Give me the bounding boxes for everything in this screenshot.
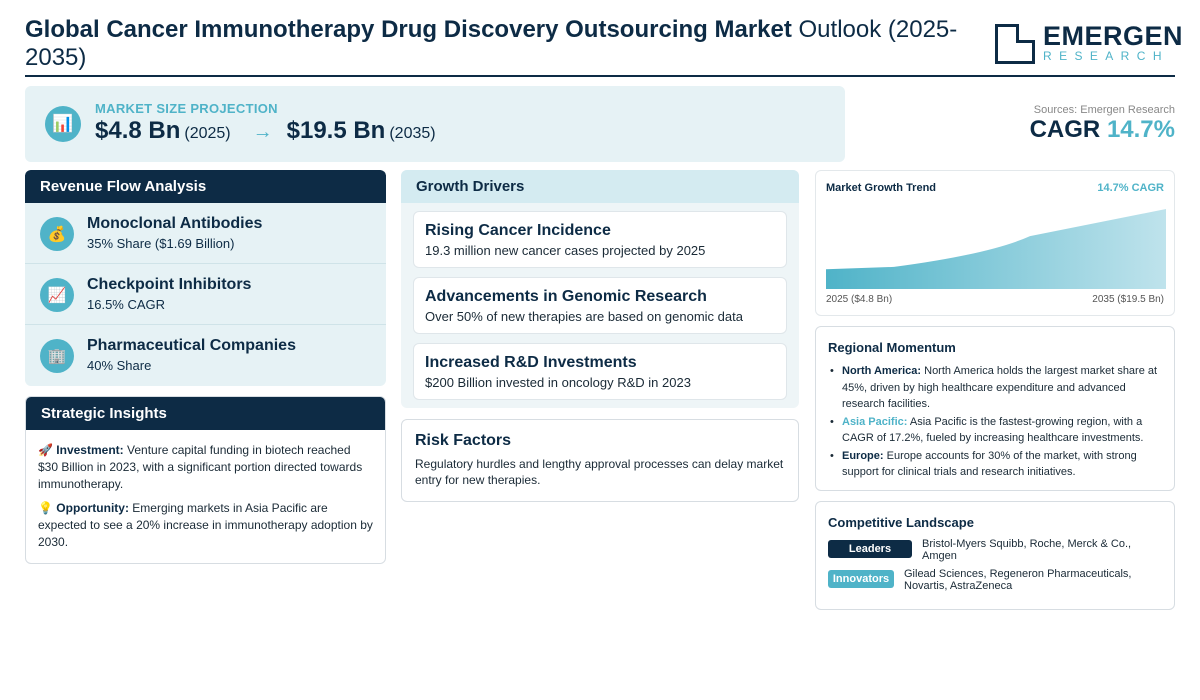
revenue-item: 📈 Checkpoint Inhibitors 16.5% CAGR [25,264,386,325]
logo-mark-icon [995,24,1035,64]
region-label: Asia Pacific: [842,415,908,428]
growth-drivers-panel: Growth Drivers Rising Cancer Incidence 1… [401,170,799,408]
growth-area-chart [826,209,1166,289]
regional-momentum-heading: Regional Momentum [828,340,956,355]
leaders-text: Bristol-Myers Squibb, Roche, Merck & Co.… [922,538,1132,562]
region-label: Europe: [842,449,884,462]
sources-note: Sources: Emergen Research [1033,104,1175,116]
bar-chart-icon: 📊 [45,106,81,142]
insight-text: Emerging markets in Asia Pacific are exp… [38,501,373,549]
market-size-banner: 📊 MARKET SIZE PROJECTION $4.8 Bn (2025) → $… [25,86,845,162]
region-label: North America: [842,365,922,377]
risk-factors-body: Regulatory hurdles and lengthy approval … [415,457,784,487]
strategic-insights-heading: Strategic Insights [26,397,385,430]
page-title-rest: Outlook (2025-2035) [25,16,958,71]
innovators-badge: Innovators [828,570,894,588]
cagr-value: 14.7% [1106,116,1175,143]
revenue-item-title: Monoclonal Antibodies [87,215,263,232]
region-text: Europe accounts for 30% of the market, w… [842,449,1137,479]
emergen-logo: EMERGEN RESEARCH [995,22,1183,64]
driver-card: Advancements in Genomic Research Over 50… [413,277,787,334]
region-text: Asia Pacific is the fastest-growing regi… [842,415,1144,445]
risk-factors-panel: Risk Factors Regulatory hurdles and leng… [401,419,799,502]
revenue-item: 🏢 Pharmaceutical Companies 40% Share [25,325,386,386]
revenue-item-title: Checkpoint Inhibitors [87,276,252,293]
revenue-item-title: Pharmaceutical Companies [87,337,296,354]
market-size-values: $4.8 Bn (2025) → $19.5 Bn (2035) [95,117,436,145]
cagr-label: CAGR [1029,116,1101,143]
driver-title: Advancements in Genomic Research [425,288,707,305]
revenue-flow-panel: Revenue Flow Analysis 💰 Monoclonal Antib… [25,170,386,386]
money-bag-icon: 💰 [40,217,74,251]
revenue-item: 💰 Monoclonal Antibodies 35% Share ($1.69… [25,203,386,264]
driver-card: Increased R&D Investments $200 Billion i… [413,343,787,400]
growth-drivers-heading: Growth Drivers [401,170,799,203]
page-header: Global Cancer Immunotherapy Drug Discove… [25,14,1183,77]
driver-sub: $200 Billion invested in oncology R&D in… [425,375,691,390]
light-bulb-icon: 💡 [38,501,53,515]
competitive-landscape-heading: Competitive Landscape [828,515,974,530]
driver-title: Rising Cancer Incidence [425,222,611,239]
arrow-right-icon: → [252,121,273,143]
insight-item: 🚀 Investment: Venture capital funding in… [26,442,385,493]
insight-label: Opportunity: [56,501,129,515]
start-year: (2025) [184,125,231,142]
growth-area [826,209,1166,289]
page-title-bold: Global Cancer Immunotherapy Drug Discove… [25,16,792,43]
revenue-item-sub: 16.5% CAGR [87,297,166,312]
trend-title: Market Growth Trend [826,182,937,194]
revenue-flow-heading: Revenue Flow Analysis [25,170,386,203]
region-item: Europe: Europe accounts for 30% of the m… [828,448,1164,481]
logo-subtitle: RESEARCH [1043,49,1169,63]
strategic-insights-panel: Strategic Insights 🚀 Investment: Venture… [25,396,386,564]
market-growth-trend-panel: Market Growth Trend 14.7% CAGR 2025 ($4.… [815,170,1175,316]
risk-factors-title: Risk Factors [415,432,512,449]
revenue-item-sub: 40% Share [87,358,152,373]
trend-start-label: 2025 ($4.8 Bn) [826,294,893,305]
start-value: $4.8 Bn [95,117,181,144]
cagr-headline: CAGR 14.7% [1030,116,1175,144]
rocket-icon: 🚀 [38,443,53,457]
regional-momentum-panel: Regional Momentum North America: North A… [815,326,1175,491]
region-item: Asia Pacific: Asia Pacific is the fastes… [828,414,1164,447]
driver-sub: 19.3 million new cancer cases projected … [425,243,706,258]
innovators-text: Gilead Sciences, Regeneron Pharmaceutica… [904,568,1132,592]
competitive-landscape-panel: Competitive Landscape Leaders Bristol-My… [815,501,1175,610]
insight-item: 💡 Opportunity: Emerging markets in Asia … [26,500,385,551]
region-list: North America: North America holds the l… [828,363,1164,482]
trend-cagr: 14.7% CAGR [1097,182,1164,194]
page-title: Global Cancer Immunotherapy Drug Discove… [25,16,975,72]
driver-title: Increased R&D Investments [425,354,637,371]
insight-text: Venture capital funding in biotech reach… [38,443,363,491]
driver-sub: Over 50% of new therapies are based on g… [425,309,743,324]
end-year: (2035) [389,125,436,142]
trend-up-icon: 📈 [40,278,74,312]
region-item: North America: North America holds the l… [828,363,1164,413]
insight-label: Investment: [56,443,124,457]
end-value: $19.5 Bn [286,117,386,144]
logo-wordmark: EMERGEN [1043,21,1184,51]
office-building-icon: 🏢 [40,339,74,373]
revenue-item-sub: 35% Share ($1.69 Billion) [87,236,235,251]
leaders-badge: Leaders [828,540,912,558]
region-text: North America holds the largest market s… [842,365,1158,410]
driver-card: Rising Cancer Incidence 19.3 million new… [413,211,787,268]
trend-end-label: 2035 ($19.5 Bn) [1092,294,1164,305]
market-size-label: MARKET SIZE PROJECTION [95,101,278,116]
